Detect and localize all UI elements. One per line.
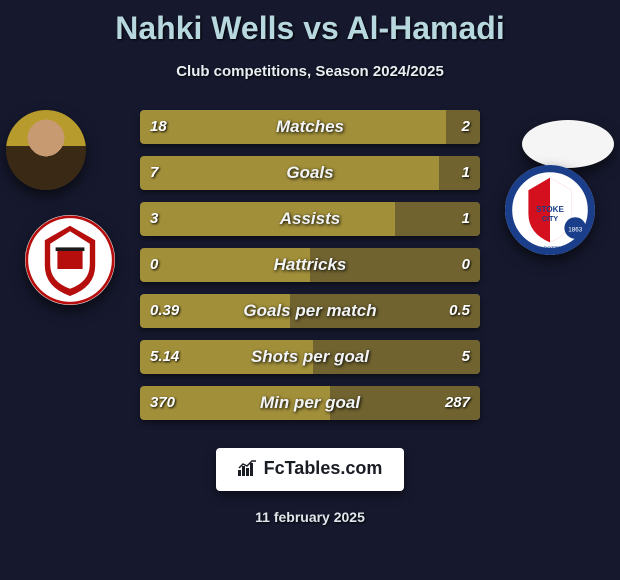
svg-text:1863: 1863	[568, 227, 583, 234]
brand-link[interactable]: FcTables.com	[216, 448, 405, 491]
player2-photo	[522, 120, 614, 168]
page-title: Nahki Wells vs Al-Hamadi	[0, 0, 620, 47]
footer: FcTables.com	[0, 448, 620, 491]
player1-photo	[6, 110, 86, 190]
metric-bars: 182Matches 71Goals 31Assists 00Hattricks 0.3…	[140, 110, 480, 432]
metric-bar: 31Assists	[140, 202, 480, 236]
player2-club-logo: STOKE CITY 1863 THE POTTERS	[505, 165, 595, 255]
brand-text: FcTables.com	[264, 458, 383, 478]
metric-bar: 71Goals	[140, 156, 480, 190]
avatar-icon	[522, 120, 614, 168]
metric-bar: 00Hattricks	[140, 248, 480, 282]
metric-label: Matches	[140, 110, 480, 144]
metric-label: Goals per match	[140, 294, 480, 328]
metric-label: Assists	[140, 202, 480, 236]
metric-bar: 370287Min per goal	[140, 386, 480, 420]
subtitle: Club competitions, Season 2024/2025	[0, 63, 620, 80]
svg-text:THE POTTERS: THE POTTERS	[531, 247, 569, 253]
club-crest-icon: STOKE CITY 1863 THE POTTERS	[505, 165, 595, 255]
player1-club-logo	[25, 215, 115, 305]
metric-bar: 182Matches	[140, 110, 480, 144]
metric-bar: 5.145Shots per goal	[140, 340, 480, 374]
date-text: 11 february 2025	[0, 509, 620, 525]
player1-name: Nahki Wells	[115, 10, 294, 46]
svg-text:CITY: CITY	[542, 214, 559, 223]
avatar-icon	[6, 110, 86, 190]
metric-label: Goals	[140, 156, 480, 190]
svg-text:STOKE: STOKE	[536, 205, 564, 214]
brand-icon	[238, 460, 258, 481]
metric-label: Hattricks	[140, 248, 480, 282]
metric-label: Shots per goal	[140, 340, 480, 374]
vs-text: vs	[303, 10, 339, 46]
club-crest-icon	[25, 215, 115, 305]
comparison-panel: STOKE CITY 1863 THE POTTERS 182Matches 71…	[0, 110, 620, 440]
player2-name: Al-Hamadi	[346, 10, 504, 46]
metric-bar: 0.390.5Goals per match	[140, 294, 480, 328]
metric-label: Min per goal	[140, 386, 480, 420]
